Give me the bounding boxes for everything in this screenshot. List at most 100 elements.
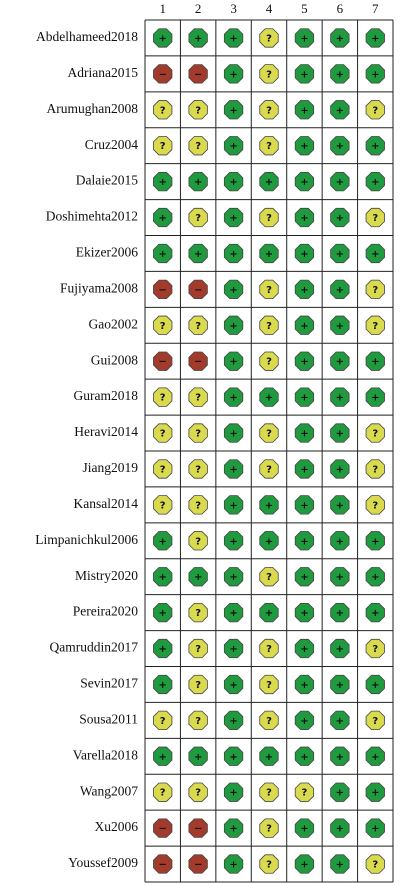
judgment-symbol: + (229, 249, 237, 260)
judgment-icon (294, 136, 315, 156)
judgment-symbol: ? (266, 788, 272, 799)
row-label: Fujiyama2008 (60, 280, 138, 295)
judgment-symbol: ? (266, 69, 272, 80)
row-label: Heravi2014 (74, 424, 138, 439)
judgment-symbol: ? (160, 788, 166, 799)
judgment-symbol: + (265, 608, 273, 619)
judgment-symbol: ? (195, 105, 201, 116)
judgment-icon (259, 207, 279, 228)
judgment-symbol: ? (160, 105, 166, 116)
judgment-symbol: + (336, 536, 344, 547)
judgment-icon (365, 638, 385, 659)
judgment-icon (365, 387, 385, 407)
judgment-symbol: + (371, 752, 379, 763)
judgment-icon (294, 243, 315, 264)
judgment-icon (365, 351, 385, 371)
column-header: 6 (337, 1, 344, 16)
judgment-icon (259, 531, 279, 551)
judgment-icon (365, 459, 385, 479)
judgment-symbol: + (300, 536, 308, 547)
judgment-symbol: + (300, 321, 308, 332)
judgment-icon (330, 674, 350, 695)
judgment-symbol: − (159, 285, 167, 296)
judgment-symbol: ? (266, 680, 272, 691)
row-label: Varella2018 (73, 747, 138, 762)
judgment-icon (365, 136, 385, 156)
judgment-icon (223, 423, 244, 443)
judgment-icon (365, 423, 385, 443)
row-label: Pereira2020 (73, 604, 138, 619)
judgment-symbol: + (229, 105, 237, 116)
judgment-symbol: − (194, 824, 202, 835)
judgment-icon (223, 387, 244, 407)
row-label: Guram2018 (74, 388, 139, 403)
judgment-icon (330, 746, 350, 766)
judgment-symbol: ? (195, 644, 201, 655)
judgment-icon (259, 638, 279, 659)
judgment-icon (188, 746, 208, 766)
judgment-icon (153, 746, 173, 766)
judgment-icon (365, 746, 385, 766)
judgment-symbol: + (265, 500, 273, 511)
judgment-icon (365, 279, 385, 300)
judgment-icon (365, 171, 385, 192)
judgment-symbol: + (336, 788, 344, 799)
judgment-icon (330, 171, 350, 192)
judgment-symbol: + (336, 393, 344, 404)
judgment-icon (259, 710, 279, 731)
judgment-symbol: + (336, 285, 344, 296)
judgment-icon (153, 387, 173, 407)
judgment-icon (294, 567, 315, 587)
judgment-icon (294, 602, 315, 623)
judgment-symbol: + (371, 249, 379, 260)
judgment-icon (294, 207, 315, 228)
judgment-symbol: ? (266, 105, 272, 116)
judgment-icon (188, 459, 208, 479)
judgment-symbol: + (229, 464, 237, 475)
judgment-symbol: ? (195, 536, 201, 547)
judgment-symbol: + (336, 321, 344, 332)
judgment-icon (365, 243, 385, 264)
judgment-symbol: + (336, 680, 344, 691)
judgment-icon (153, 854, 173, 874)
judgment-symbol: ? (195, 141, 201, 152)
row-label: Adriana2015 (68, 65, 139, 80)
judgment-icon (223, 854, 244, 874)
judgment-symbol: + (300, 393, 308, 404)
judgment-icon (153, 64, 173, 84)
judgment-icon (259, 279, 279, 300)
judgment-icon (365, 674, 385, 695)
judgment-icon (330, 351, 350, 371)
row-label: Ekizer2006 (76, 245, 138, 260)
judgment-icon (188, 171, 208, 192)
judgment-symbol: ? (302, 788, 308, 799)
judgment-icon (259, 495, 279, 515)
judgment-symbol: + (159, 536, 167, 547)
judgment-icon (188, 136, 208, 156)
judgment-symbol: ? (160, 500, 166, 511)
judgment-symbol: + (229, 141, 237, 152)
judgment-symbol: + (229, 321, 237, 332)
judgment-symbol: ? (195, 788, 201, 799)
judgment-symbol: + (336, 608, 344, 619)
judgment-symbol: − (194, 860, 202, 871)
judgment-symbol: ? (195, 213, 201, 224)
judgment-icon (153, 638, 173, 659)
judgment-symbol: ? (372, 105, 378, 116)
judgment-symbol: + (371, 788, 379, 799)
judgment-symbol: + (159, 33, 167, 44)
judgment-symbol: + (336, 716, 344, 727)
judgment-symbol: + (371, 608, 379, 619)
judgment-symbol: + (194, 177, 202, 188)
judgment-icon (223, 782, 244, 802)
judgment-icon (188, 495, 208, 515)
judgment-symbol: − (194, 357, 202, 368)
judgment-icon (223, 674, 244, 695)
judgment-icon (294, 782, 315, 802)
row-label: Sevin2017 (80, 676, 138, 691)
judgment-symbol: − (194, 285, 202, 296)
judgment-icon (294, 818, 315, 838)
judgment-symbol: ? (266, 716, 272, 727)
judgment-icon (330, 28, 350, 48)
judgment-symbol: ? (266, 464, 272, 475)
